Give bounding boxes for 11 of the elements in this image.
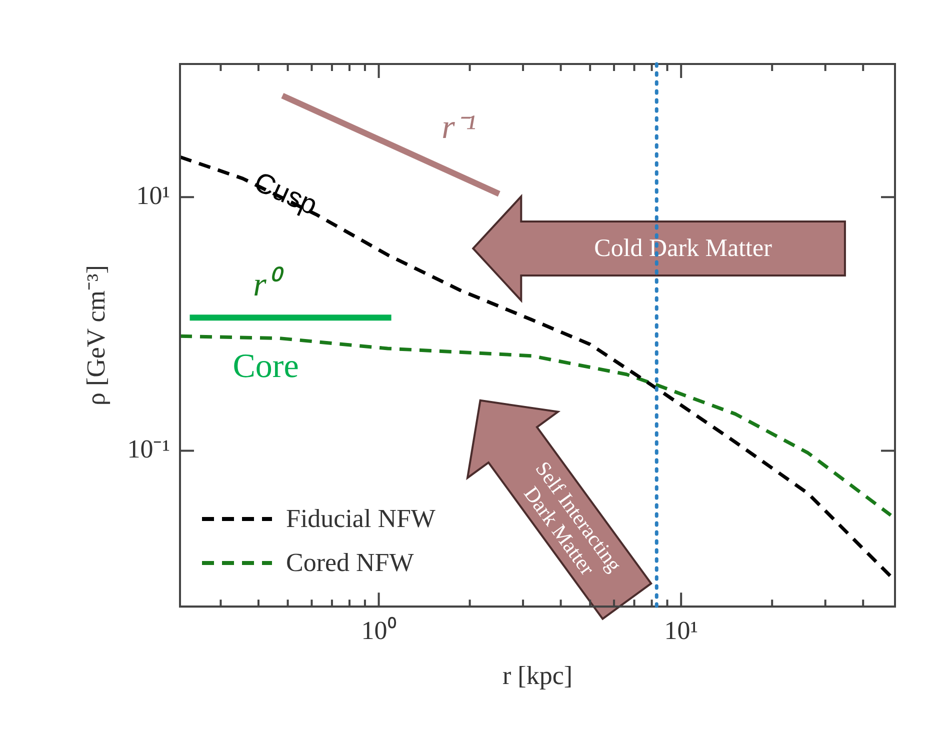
annotation: r⁰ <box>253 266 284 304</box>
annotation: r⁻¹ <box>442 109 476 146</box>
left-arrow: Cold Dark Matter <box>472 194 846 304</box>
legend-label: Fiducial NFW <box>286 504 436 534</box>
annotation: Core <box>232 348 299 385</box>
y-tick-label: 10⁻¹ <box>127 434 170 464</box>
annotation: Cold Dark Matter <box>594 234 773 262</box>
x-axis-title: r [kpc] <box>502 661 573 690</box>
x-tick-label: 10⁰ <box>361 616 396 646</box>
legend-label: Cored NFW <box>286 548 414 578</box>
y-axis-title: ρ [GeV cm⁻³] <box>81 265 110 406</box>
